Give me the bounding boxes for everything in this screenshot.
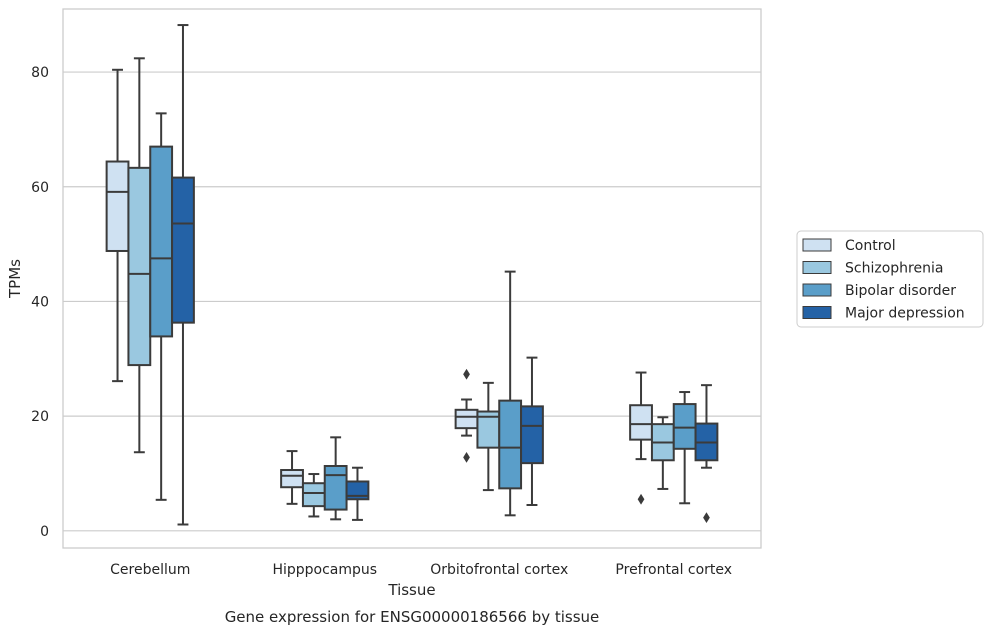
legend-label: Bipolar disorder <box>845 283 956 299</box>
x-tick-label: Hipppocampus <box>272 562 377 578</box>
y-tick-label: 40 <box>31 294 49 310</box>
y-axis-title: TPMs <box>6 259 24 299</box>
box-iqr <box>105 160 130 252</box>
legend-label: Control <box>845 238 896 254</box>
box-iqr <box>454 408 479 430</box>
legend-swatch <box>802 261 832 274</box>
y-tick-label: 60 <box>31 180 49 196</box>
y-tick-label: 20 <box>31 409 49 425</box>
series-major-depression <box>171 24 719 526</box>
y-tick-label: 0 <box>40 524 49 540</box>
box-iqr <box>345 480 370 501</box>
legend-label: Schizophrenia <box>845 261 943 277</box>
outlier-point <box>703 512 710 524</box>
box <box>301 473 326 518</box>
outlier-point <box>463 452 470 463</box>
box <box>520 356 544 506</box>
y-tick-label: 80 <box>31 65 49 81</box>
box <box>629 371 653 505</box>
box-iqr <box>301 482 326 508</box>
chart-caption: Gene expression for ENSG00000186566 by t… <box>225 608 600 626</box>
legend-frame <box>796 230 984 328</box>
legend-item: Bipolar disorder <box>802 283 956 299</box>
box <box>171 24 195 526</box>
series-bipolar-disorder <box>149 112 697 521</box>
x-tick-label: Cerebellum <box>110 562 190 578</box>
legend-swatch <box>802 283 832 297</box>
box <box>694 384 719 524</box>
plot-frame <box>62 8 762 549</box>
outlier-point <box>637 493 645 505</box>
box <box>454 368 479 463</box>
box-iqr <box>171 176 195 324</box>
legend-swatch <box>802 306 832 319</box>
x-tick-label: Orbitofrontal cortex <box>430 562 568 578</box>
box <box>672 391 697 505</box>
series-schizophrenia <box>127 57 675 518</box>
box-iqr <box>629 404 653 441</box>
box-iqr <box>520 405 544 465</box>
y-tick-labels: 0 20 40 60 80 <box>31 65 49 540</box>
box <box>498 270 523 517</box>
legend-item: Major depression <box>802 306 965 322</box>
box <box>149 112 174 501</box>
box <box>476 381 501 492</box>
legend: Control Schizophrenia Bipolar disorder Majo… <box>796 230 984 328</box>
box <box>650 416 675 490</box>
outlier-point <box>463 368 470 380</box>
x-tick-labels: Cerebellum Hipppocampus Orbitofrontal cort… <box>110 562 732 578</box>
box <box>127 57 152 454</box>
box <box>345 466 370 521</box>
box-iqr <box>127 166 152 367</box>
legend-label: Major depression <box>845 306 965 322</box>
box-iqr <box>672 403 697 450</box>
x-tick-label: Prefrontal cortex <box>615 562 732 578</box>
box-plot-series <box>105 24 719 526</box>
box <box>323 436 348 521</box>
legend-item: Control <box>802 238 896 254</box>
box-iqr <box>323 465 348 511</box>
box <box>105 68 130 383</box>
x-axis-title: Tissue <box>387 581 435 599</box>
box-iqr <box>280 469 304 489</box>
box <box>280 450 304 505</box>
box-iqr <box>498 399 523 490</box>
legend-swatch <box>802 238 832 252</box>
box-iqr <box>149 145 174 338</box>
legend-item: Schizophrenia <box>802 261 943 277</box>
